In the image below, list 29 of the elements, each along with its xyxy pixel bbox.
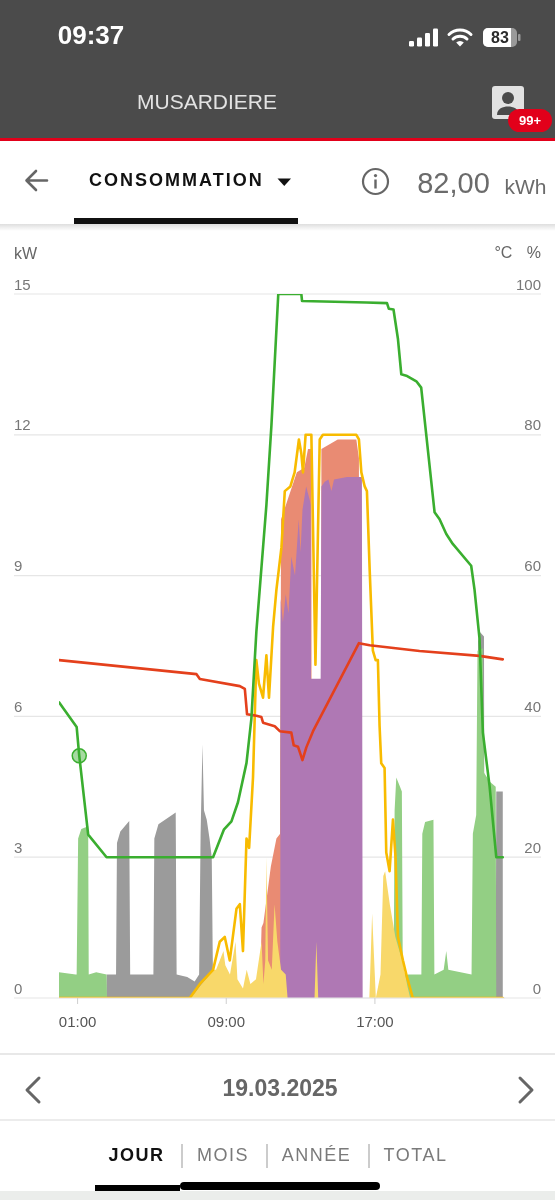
y-tick-label: 0 — [14, 979, 23, 997]
y2-tick-label: 0 — [532, 979, 541, 997]
y2-tick-label: 60 — [524, 557, 541, 575]
text: 19.03.2025 — [222, 1074, 338, 1101]
text: ANNÉE — [281, 1144, 352, 1165]
y-tick-label: 6 — [14, 697, 23, 715]
y2-tick-label: 40 — [524, 697, 541, 715]
text: JOUR — [108, 1144, 165, 1165]
y-tick-label: 9 — [14, 557, 23, 575]
chart-title: CONSOMMATION — [89, 170, 264, 191]
text: kWh — [504, 175, 547, 199]
text: 09:37 — [57, 20, 125, 51]
y-tick-label: 15 — [14, 275, 31, 293]
y-axis-title: kW — [14, 244, 38, 262]
text: 99+ — [518, 112, 542, 128]
y2-tick-label: 100 — [515, 275, 541, 293]
x-tick-label: 17:00 — [356, 1012, 394, 1030]
y2-axis-title: °C % — [494, 244, 541, 262]
x-tick-label: 01:00 — [58, 1012, 97, 1030]
text: 83 — [491, 28, 509, 46]
x-tick-label: 09:00 — [207, 1012, 246, 1030]
y2-tick-label: 20 — [524, 838, 541, 856]
text: 82,00 — [417, 167, 490, 200]
y-tick-label: 12 — [14, 416, 31, 434]
text: MUSARDIERE — [137, 89, 278, 113]
y-tick-label: 3 — [14, 838, 23, 856]
text: MOIS — [196, 1144, 249, 1165]
text: TOTAL — [383, 1144, 448, 1165]
y2-tick-label: 80 — [524, 416, 541, 434]
